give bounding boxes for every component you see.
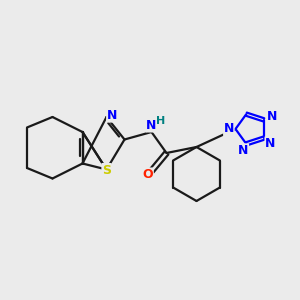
Text: N: N xyxy=(224,122,234,136)
Text: H: H xyxy=(157,116,166,126)
Text: N: N xyxy=(265,137,275,150)
Text: S: S xyxy=(102,164,111,177)
Text: N: N xyxy=(146,119,157,132)
Text: O: O xyxy=(142,168,153,181)
Text: N: N xyxy=(238,144,248,157)
Text: N: N xyxy=(267,110,277,123)
Text: N: N xyxy=(107,109,117,122)
